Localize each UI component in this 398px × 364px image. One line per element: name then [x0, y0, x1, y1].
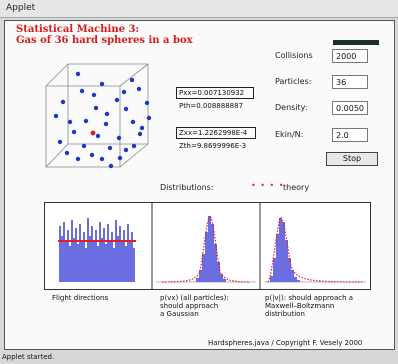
page-title: Statistical Machine 3: Gas of 36 hard sp… [16, 24, 193, 46]
particles [53, 71, 152, 169]
applet-panel [4, 20, 395, 350]
gaussian-caption-line-2: should approach [160, 302, 219, 310]
ekin-field[interactable]: 2.0 [332, 128, 368, 142]
flight-directions-histogram [58, 218, 136, 282]
theory-legend-marker: • • • • [251, 181, 285, 190]
pressure-readout-box [176, 87, 254, 99]
particles-field[interactable]: 36 [332, 75, 368, 89]
distributions-label: Distributions: [160, 183, 214, 192]
theory-legend-label: theory [283, 183, 310, 192]
mb-caption-line-2: Maxwell–Boltzmann [265, 302, 335, 310]
tagged-particle [90, 130, 96, 136]
simulation-box [45, 63, 152, 169]
velocity-component-histogram [156, 215, 256, 283]
collision-rate-readout-box [176, 127, 256, 139]
particles-label: Particles: [275, 77, 312, 86]
copyright-footer: Hardspheres.java / Copyright F. Vesely 2… [208, 339, 363, 347]
collision-progress-bar [333, 40, 379, 45]
density-field[interactable]: 0.0050 [332, 101, 368, 115]
gaussian-caption-line-3: a Gaussian [160, 310, 199, 318]
pressure-simulated: Pxx=0.007130932 [179, 89, 245, 97]
collisions-label: Collisions [275, 51, 313, 60]
collision-rate-theory: Zth=9.8699996E-3 [179, 142, 247, 150]
cube-wireframe [45, 63, 149, 168]
mb-caption-line-1: p(|v|): should approach a [265, 294, 354, 302]
gaussian-caption-line-1: p(vx) (all particles): [160, 294, 229, 302]
ekin-label: Ekin/N: [275, 130, 304, 139]
density-label: Density: [275, 103, 308, 112]
collision-rate-simulated: Zxx=1.2262998E-4 [179, 129, 248, 137]
applet-menubar: Applet [0, 0, 398, 18]
status-bar-text: Applet started. [2, 353, 55, 361]
applet-menu-label[interactable]: Applet [6, 3, 36, 13]
maxwell-boltzmann-caption: p(|v|): should approach a Maxwell–Boltzm… [265, 294, 353, 318]
mb-caption-line-3: distribution [265, 310, 305, 318]
speed-histogram [264, 217, 366, 283]
title-line-2: Gas of 36 hard spheres in a box [16, 35, 193, 46]
stop-button[interactable]: Stop [326, 152, 378, 166]
pressure-theory: Pth=0.008888887 [179, 102, 244, 110]
title-line-1: Statistical Machine 3: [16, 24, 140, 35]
flight-directions-caption: Flight directions [52, 294, 109, 302]
collisions-field[interactable]: 2000 [332, 49, 368, 63]
gaussian-caption: p(vx) (all particles): should approach a… [160, 294, 229, 318]
distribution-histograms [58, 202, 366, 290]
